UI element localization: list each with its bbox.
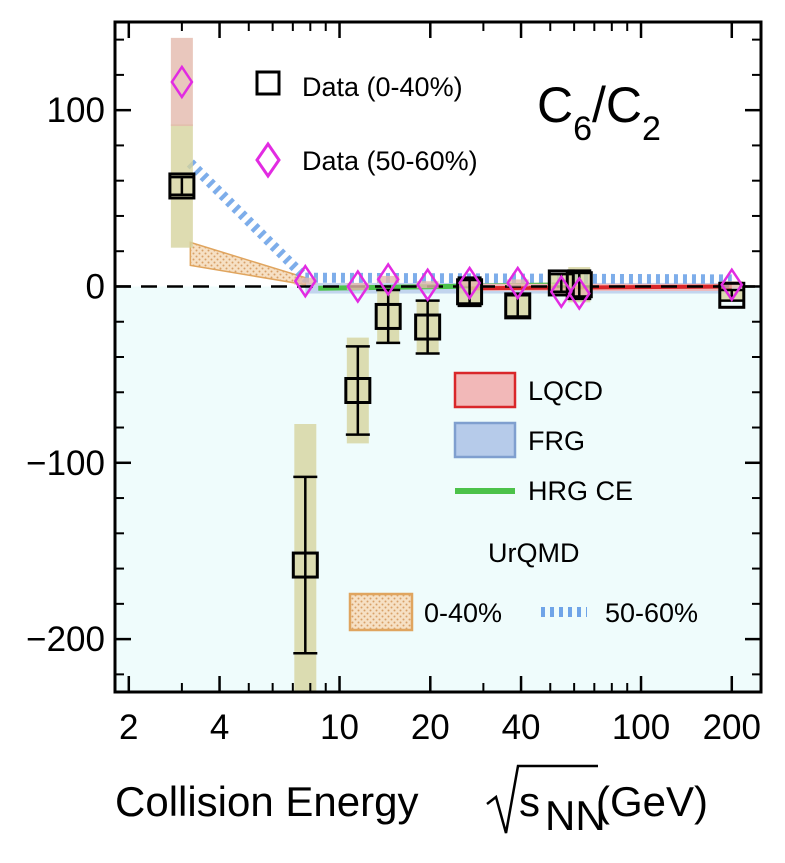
x-tick-label: 4 bbox=[210, 708, 229, 747]
data-0-40-marker bbox=[374, 302, 402, 330]
data-0-40-marker bbox=[547, 269, 575, 297]
legend-label-frg: FRG bbox=[528, 426, 585, 456]
data-0-40-marker bbox=[291, 551, 319, 579]
sqrt-symbol bbox=[486, 764, 598, 834]
x-tick-label: 40 bbox=[502, 708, 541, 747]
x-axis-label: Collision Energy s NN (GeV) bbox=[115, 764, 708, 839]
sys-error-band bbox=[346, 282, 369, 290]
legend-urqmd-0-40-swatch bbox=[348, 592, 414, 632]
data-0-40-marker bbox=[168, 172, 196, 200]
y-tick-label: −200 bbox=[26, 620, 105, 659]
data-50-60-marker bbox=[376, 262, 400, 297]
legend-lqcd-swatch bbox=[453, 371, 517, 409]
x-tick-label: 20 bbox=[411, 708, 450, 747]
legend-title-urqmd: UrQMD bbox=[488, 538, 579, 568]
axis-ticks: 100 0 −100 −200 2 4 10 20 40 100 200 bbox=[26, 22, 761, 747]
sys-error-band bbox=[170, 37, 193, 127]
legend-square-marker bbox=[255, 70, 281, 96]
svg-text:NN: NN bbox=[545, 792, 606, 839]
legend-label-lqcd: LQCD bbox=[528, 376, 603, 406]
data-0-40-marker bbox=[344, 377, 372, 404]
data-50-60-marker bbox=[506, 265, 530, 301]
data-50-60-marker bbox=[416, 267, 440, 302]
data-50-60-marker bbox=[170, 64, 194, 100]
data-50-60-marker bbox=[293, 263, 317, 299]
sys-error-band bbox=[294, 277, 317, 285]
legend-label-urqmd-0-40: 0-40% bbox=[424, 598, 502, 628]
svg-text:(GeV): (GeV) bbox=[596, 778, 708, 825]
data-0-40-marker bbox=[456, 278, 484, 306]
data-50-60-marker bbox=[549, 274, 573, 310]
legend-label-hrg: HRG CE bbox=[528, 476, 633, 506]
legend-label-data-50-60: Data (50-60%) bbox=[302, 146, 478, 176]
data-points bbox=[168, 37, 746, 692]
chart-title: C6/C2 bbox=[537, 77, 661, 148]
x-tick-label: 200 bbox=[703, 708, 761, 747]
data-0-40-marker bbox=[414, 313, 442, 341]
x-tick-label: 100 bbox=[612, 708, 670, 747]
data-50-60-marker bbox=[567, 276, 591, 311]
data-0-40-marker bbox=[504, 292, 532, 320]
svg-text:Collision Energy: Collision Energy bbox=[115, 778, 418, 825]
x-tick-label: 2 bbox=[119, 708, 138, 747]
y-tick-label: 0 bbox=[86, 267, 105, 306]
legend-frg-swatch bbox=[453, 421, 517, 459]
legend-diamond-marker bbox=[255, 141, 281, 179]
data-50-60-marker bbox=[720, 267, 744, 302]
legend: Data (0-40%) Data (50-60%) LQCD FRG HRG … bbox=[255, 70, 698, 632]
y-tick-label: 100 bbox=[47, 91, 105, 130]
svg-text:C6/C2: C6/C2 bbox=[537, 77, 661, 148]
legend-label-urqmd-50-60: 50-60% bbox=[605, 598, 698, 628]
data-50-60-marker bbox=[458, 265, 482, 301]
y-tick-label: −100 bbox=[26, 444, 105, 483]
svg-text:s: s bbox=[519, 778, 540, 825]
legend-label-data-0-40: Data (0-40%) bbox=[302, 72, 463, 102]
sys-error-band bbox=[377, 275, 400, 283]
x-tick-label: 10 bbox=[320, 708, 359, 747]
data-0-40-marker bbox=[718, 281, 746, 309]
sys-error-band bbox=[416, 281, 439, 289]
sys-error-band bbox=[506, 279, 529, 287]
data-50-60-marker bbox=[346, 269, 370, 304]
urqmd-0-40-band bbox=[189, 241, 307, 286]
